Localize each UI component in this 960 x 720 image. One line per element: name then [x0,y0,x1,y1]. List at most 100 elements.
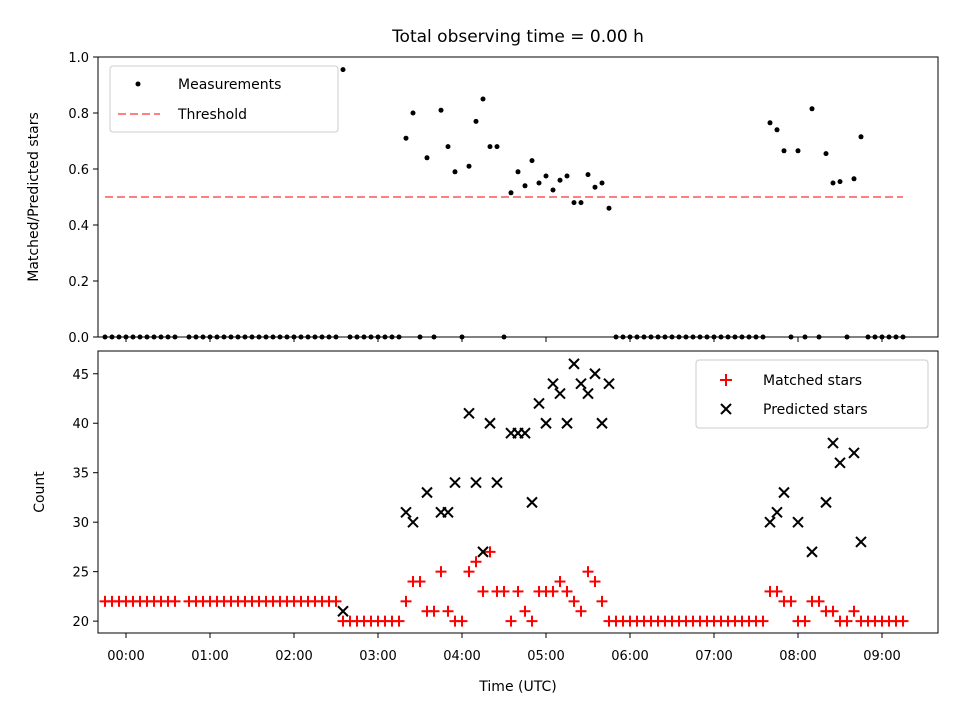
matched-star-point [484,546,496,558]
bottom-x-tick-label: 09:00 [863,649,900,664]
bottom-x-tick-label: 03:00 [359,649,396,664]
bottom-plot-frame [97,350,939,634]
measurement-point [466,163,472,169]
measurement-point [508,190,514,196]
predicted-star-point [848,447,860,459]
predicted-star-point [771,506,783,518]
measurement-point [522,183,528,189]
top-y-axis: 0.0 0.2 0.4 0.6 0.8 1.0 [68,51,98,346]
matched-star-point [169,595,181,607]
measurement-point [809,106,815,112]
measurement-point [578,200,584,206]
predicted-star-point [855,536,867,548]
matched-star-point [785,595,797,607]
top-y-tick-label: 0.2 [68,275,89,290]
measurement-point [837,179,843,185]
measurement-point [424,155,430,161]
matched-star-point [519,605,531,617]
measurement-point [795,148,801,154]
predicted-star-point [589,368,601,380]
predicted-star-point [820,496,832,509]
bottom-x-tick-label: 04:00 [443,649,480,664]
predicted-star-point [407,516,419,528]
legend-threshold-label: Threshold [177,107,247,123]
measurement-point [774,127,780,133]
predicted-star-point [526,496,538,509]
measurement-point [452,169,458,175]
matched-star-point [568,595,580,607]
measurement-point [438,107,444,113]
matched-star-point [841,615,853,627]
measurement-point [767,120,773,126]
bottom-x-tick-label: 02:00 [275,649,312,664]
measurement-point [543,173,549,179]
matched-star-point [757,615,769,627]
matched-star-point [526,615,538,627]
bottom-y-tick-label: 30 [72,516,89,531]
bottom-x-tick-label: 06:00 [611,649,648,664]
predicted-star-point [400,506,412,518]
top-legend-box [109,65,339,133]
legend-predicted-marker [720,403,732,415]
measurement-point [599,180,605,186]
matched-star-point [428,605,440,617]
matched-star-point [575,605,587,617]
chart-title: Total observing time = 0.00 h [391,27,644,47]
top-y-tick-label: 0.4 [68,219,89,234]
bottom-legend: Matched stars Predicted stars [695,359,929,429]
measurement-point [830,180,836,186]
matched-star-point [463,566,475,578]
predicted-star-points [337,358,867,617]
predicted-star-point [449,476,461,489]
predicted-star-point [568,358,580,370]
measurement-point [851,176,857,182]
ratio-panel: Total observing time = 0.00 h 0.0 0.2 0.4 0… [26,27,939,346]
matched-star-point [596,595,608,607]
matched-star-point [813,595,825,607]
matched-star-point [554,576,566,588]
predicted-star-point [519,427,531,439]
matched-star-point [897,615,909,627]
predicted-star-point [484,417,496,429]
matched-star-point [435,566,447,578]
top-legend: Measurements Threshold [109,65,339,133]
measurement-point [487,144,493,150]
measurement-point [340,67,346,73]
matched-star-point [400,595,412,607]
predicted-star-point [463,407,475,420]
bottom-x-tick-label: 01:00 [191,649,228,664]
legend-matched-label: Matched stars [763,373,862,389]
bottom-x-tick-label: 05:00 [527,649,564,664]
bottom-y-tick-label: 40 [72,417,89,432]
predicted-star-point [442,506,454,518]
matched-star-point [547,585,559,597]
bottom-y-axis-label: Count [32,471,48,513]
predicted-star-point [575,377,587,390]
measurement-points [102,67,906,340]
measurement-point [515,169,521,175]
matched-star-point [799,615,811,627]
predicted-star-point [337,605,349,617]
bottom-y-axis: 20 25 30 35 40 45 [72,368,98,630]
bottom-legend-box [695,359,929,429]
top-x-axis [125,337,883,342]
measurement-point [571,200,577,206]
predicted-star-point [806,546,818,558]
matched-star-point [393,615,405,627]
matched-star-point [456,615,468,627]
predicted-star-point [792,516,804,528]
measurement-point [606,205,612,211]
predicted-star-point [778,486,790,499]
measurement-point [473,118,479,124]
predicted-star-point [554,387,566,400]
predicted-star-point [477,546,489,558]
x-axis-label: Time (UTC) [478,679,556,695]
matched-star-points [99,546,909,627]
top-y-tick-label: 0.0 [68,331,89,346]
top-y-tick-label: 0.6 [68,163,89,178]
top-y-tick-label: 0.8 [68,107,89,122]
measurement-point [858,134,864,140]
bottom-x-tick-label: 07:00 [695,649,732,664]
predicted-star-point [470,476,482,489]
measurement-point [494,144,500,150]
